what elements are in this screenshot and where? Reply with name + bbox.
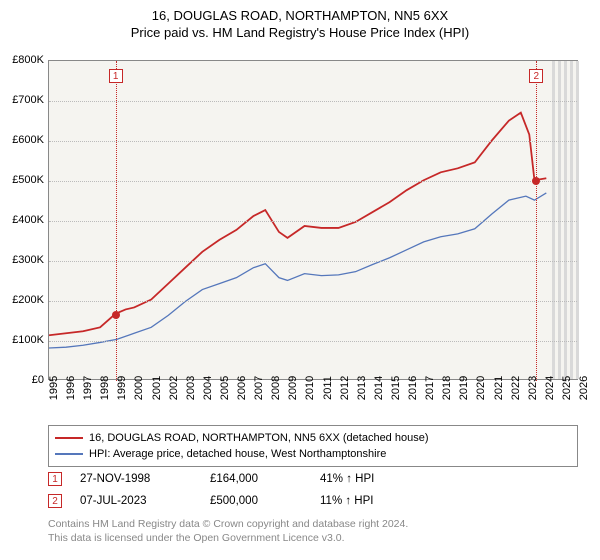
y-tick-label: £600K (12, 134, 44, 146)
x-tick-label: 1996 (65, 376, 77, 400)
data-row-date: 07-JUL-2023 (80, 495, 210, 507)
x-tick-label: 2001 (151, 376, 163, 400)
x-tick-label: 2012 (339, 376, 351, 400)
marker-dot (112, 311, 120, 319)
data-row: 2 07-JUL-2023£500,00011% ↑ HPI (48, 490, 578, 512)
legend-item: 16, DOUGLAS ROAD, NORTHAMPTON, NN5 6XX (… (55, 430, 571, 446)
x-tick-label: 2005 (219, 376, 231, 400)
plot-area: 12 (48, 60, 578, 380)
data-row-price: £164,000 (210, 473, 320, 485)
y-tick-label: £400K (12, 214, 44, 226)
x-tick-label: 2003 (185, 376, 197, 400)
footnote-line1: Contains HM Land Registry data © Crown c… (48, 518, 408, 530)
chart-container: 16, DOUGLAS ROAD, NORTHAMPTON, NN5 6XX P… (0, 0, 600, 560)
legend-label: 16, DOUGLAS ROAD, NORTHAMPTON, NN5 6XX (… (89, 432, 429, 444)
x-tick-label: 1999 (116, 376, 128, 400)
x-tick-label: 2015 (390, 376, 402, 400)
x-tick-label: 2019 (458, 376, 470, 400)
marker-line (536, 61, 537, 381)
gridline (49, 141, 577, 142)
x-tick-label: 2000 (133, 376, 145, 400)
x-tick-label: 1998 (99, 376, 111, 400)
marker-dot (532, 177, 540, 185)
x-tick-label: 2013 (356, 376, 368, 400)
x-tick-label: 2008 (270, 376, 282, 400)
y-tick-label: £100K (12, 334, 44, 346)
x-tick-label: 2020 (475, 376, 487, 400)
y-tick-label: £300K (12, 254, 44, 266)
x-tick-label: 2024 (544, 376, 556, 400)
y-tick-label: £0 (32, 374, 44, 386)
x-tick-label: 1997 (82, 376, 94, 400)
gridline (49, 221, 577, 222)
legend-swatch (55, 437, 83, 439)
gridline (49, 301, 577, 302)
x-tick-label: 2017 (424, 376, 436, 400)
legend: 16, DOUGLAS ROAD, NORTHAMPTON, NN5 6XX (… (48, 425, 578, 467)
chart-title: 16, DOUGLAS ROAD, NORTHAMPTON, NN5 6XX (0, 0, 600, 23)
x-tick-label: 2022 (510, 376, 522, 400)
legend-label: HPI: Average price, detached house, West… (89, 448, 386, 460)
x-tick-label: 1995 (48, 376, 60, 400)
gridline (49, 341, 577, 342)
x-tick-label: 2016 (407, 376, 419, 400)
legend-swatch (55, 453, 83, 455)
data-row-pct: 11% ↑ HPI (320, 495, 420, 507)
data-row-price: £500,000 (210, 495, 320, 507)
marker-label: 1 (109, 69, 123, 83)
marker-line (116, 61, 117, 381)
y-axis-ticks: £0£100K£200K£300K£400K£500K£600K£700K£80… (0, 60, 46, 380)
marker-label: 2 (529, 69, 543, 83)
x-tick-label: 2023 (527, 376, 539, 400)
y-tick-label: £500K (12, 174, 44, 186)
x-tick-label: 2004 (202, 376, 214, 400)
footnote: Contains HM Land Registry data © Crown c… (48, 518, 578, 545)
y-tick-label: £800K (12, 54, 44, 66)
data-row-marker: 2 (48, 494, 62, 508)
legend-item: HPI: Average price, detached house, West… (55, 446, 571, 462)
y-tick-label: £700K (12, 94, 44, 106)
data-row-date: 27-NOV-1998 (80, 473, 210, 485)
footnote-line2: This data is licensed under the Open Gov… (48, 532, 345, 544)
data-point-table: 1 27-NOV-1998£164,00041% ↑ HPI 2 07-JUL-202… (48, 468, 578, 512)
gridline (49, 101, 577, 102)
data-row-pct: 41% ↑ HPI (320, 473, 420, 485)
x-tick-label: 2021 (493, 376, 505, 400)
x-tick-label: 2018 (441, 376, 453, 400)
chart-subtitle: Price paid vs. HM Land Registry's House … (0, 23, 600, 40)
data-row-marker: 1 (48, 472, 62, 486)
gridline (49, 261, 577, 262)
series-hpi (49, 193, 546, 348)
data-row: 1 27-NOV-1998£164,00041% ↑ HPI (48, 468, 578, 490)
x-tick-label: 2026 (578, 376, 590, 400)
x-tick-label: 2010 (304, 376, 316, 400)
x-tick-label: 2006 (236, 376, 248, 400)
x-tick-label: 2002 (168, 376, 180, 400)
gridline (49, 181, 577, 182)
x-tick-label: 2025 (561, 376, 573, 400)
x-tick-label: 2009 (287, 376, 299, 400)
x-tick-label: 2011 (322, 376, 334, 400)
y-tick-label: £200K (12, 294, 44, 306)
x-tick-label: 2007 (253, 376, 265, 400)
x-axis-ticks: 1995199619971998199920002001200220032004… (48, 382, 578, 422)
x-tick-label: 2014 (373, 376, 385, 400)
plot-svg (49, 61, 577, 379)
